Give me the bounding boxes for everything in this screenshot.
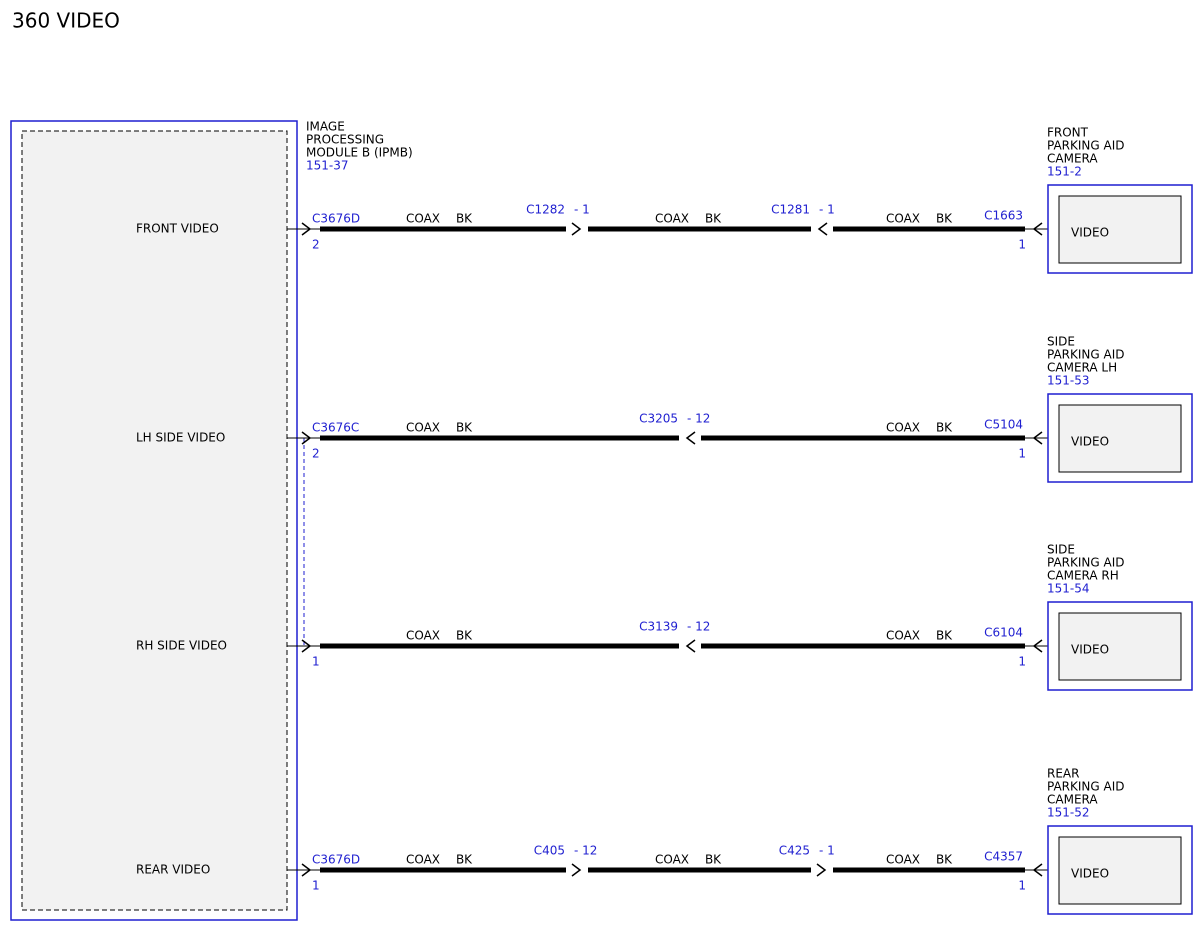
device-connector: C6104 [984, 626, 1023, 640]
connector-arrow [301, 639, 312, 653]
device-pin: 1 [1018, 655, 1026, 669]
connector-arrow [816, 863, 827, 877]
module-inner [21, 130, 288, 911]
device-name: SIDE [1047, 335, 1075, 349]
inline-connector: C3205 [639, 412, 678, 426]
device-inner [1058, 836, 1182, 905]
wire-type: COAX [886, 629, 920, 643]
wire-color: BK [936, 629, 953, 643]
device-name: REAR [1047, 767, 1079, 781]
wire-type: COAX [406, 853, 440, 867]
wire-type: COAX [886, 421, 920, 435]
circuit-label: RH SIDE VIDEO [136, 639, 227, 653]
page-title: 360 VIDEO [12, 9, 120, 33]
module-ref: 151-37 [306, 159, 349, 173]
connector-arrow [1032, 431, 1043, 445]
module-connector: C3676C [312, 421, 359, 435]
connector-arrow [685, 431, 696, 445]
inline-pin: - 12 [687, 620, 710, 634]
wire-type: COAX [406, 212, 440, 226]
wire-color: BK [456, 212, 473, 226]
device-ref: 151-2 [1047, 165, 1082, 179]
device-name: CAMERA [1047, 152, 1098, 166]
circuit-label: REAR VIDEO [136, 863, 210, 877]
inline-pin: - 1 [574, 203, 590, 217]
device-pin: 1 [1018, 879, 1026, 893]
wire-color: BK [456, 853, 473, 867]
wire-type: COAX [406, 629, 440, 643]
device-name: PARKING AID [1047, 139, 1125, 153]
wire-type: COAX [406, 421, 440, 435]
connector-arrow [1032, 639, 1043, 653]
wire-color: BK [705, 853, 722, 867]
module-name: MODULE B (IPMB) [306, 146, 413, 160]
inline-pin: - 12 [574, 844, 597, 858]
inline-pin: - 12 [687, 412, 710, 426]
device-name: PARKING AID [1047, 556, 1125, 570]
connector-arrow [1032, 863, 1043, 877]
connector-arrow [571, 863, 582, 877]
device-pin-label: VIDEO [1071, 643, 1109, 657]
module-pin: 2 [312, 238, 320, 252]
wire-type: COAX [886, 212, 920, 226]
inline-pin: - 1 [819, 203, 835, 217]
device-ref: 151-52 [1047, 806, 1090, 820]
module-pin: 1 [312, 655, 320, 669]
device-pin-label: VIDEO [1071, 867, 1109, 881]
inline-pin: - 1 [819, 844, 835, 858]
device-name: FRONT [1047, 126, 1089, 140]
device-inner [1058, 404, 1182, 473]
module-pin: 1 [312, 879, 320, 893]
device-name: PARKING AID [1047, 348, 1125, 362]
connector-arrow [301, 863, 312, 877]
inline-connector: C1281 [771, 203, 810, 217]
connector-arrow [301, 222, 312, 236]
wire-color: BK [705, 212, 722, 226]
device-inner [1058, 195, 1182, 264]
circuit-label: FRONT VIDEO [136, 222, 219, 236]
inline-connector: C1282 [526, 203, 565, 217]
device-name: CAMERA RH [1047, 569, 1119, 583]
device-ref: 151-54 [1047, 582, 1090, 596]
device-pin-label: VIDEO [1071, 226, 1109, 240]
inline-connector: C405 [534, 844, 565, 858]
module-name: IMAGE [306, 120, 345, 134]
circuit-label: LH SIDE VIDEO [136, 431, 225, 445]
device-inner [1058, 612, 1182, 681]
connector-arrow [571, 222, 582, 236]
device-ref: 151-53 [1047, 374, 1090, 388]
module-connector: C3676D [312, 853, 360, 867]
module-name: PROCESSING [306, 133, 384, 147]
device-connector: C1663 [984, 209, 1023, 223]
device-name: SIDE [1047, 543, 1075, 557]
device-name: CAMERA LH [1047, 361, 1117, 375]
module-connector: C3676D [312, 212, 360, 226]
wire-color: BK [456, 629, 473, 643]
connector-arrow [817, 222, 828, 236]
device-pin: 1 [1018, 447, 1026, 461]
connector-arrow [301, 431, 312, 445]
device-connector: C4357 [984, 850, 1023, 864]
wire-color: BK [936, 853, 953, 867]
wire-color: BK [936, 212, 953, 226]
wire-color: BK [936, 421, 953, 435]
connector-arrow [685, 639, 696, 653]
inline-connector: C425 [779, 844, 810, 858]
device-connector: C5104 [984, 418, 1023, 432]
device-name: PARKING AID [1047, 780, 1125, 794]
wire-type: COAX [655, 853, 689, 867]
module-pin: 2 [312, 447, 320, 461]
connector-arrow [1032, 222, 1043, 236]
wire-type: COAX [655, 212, 689, 226]
inline-connector: C3139 [639, 620, 678, 634]
wire-color: BK [456, 421, 473, 435]
wire-type: COAX [886, 853, 920, 867]
device-name: CAMERA [1047, 793, 1098, 807]
device-pin-label: VIDEO [1071, 435, 1109, 449]
device-pin: 1 [1018, 238, 1026, 252]
